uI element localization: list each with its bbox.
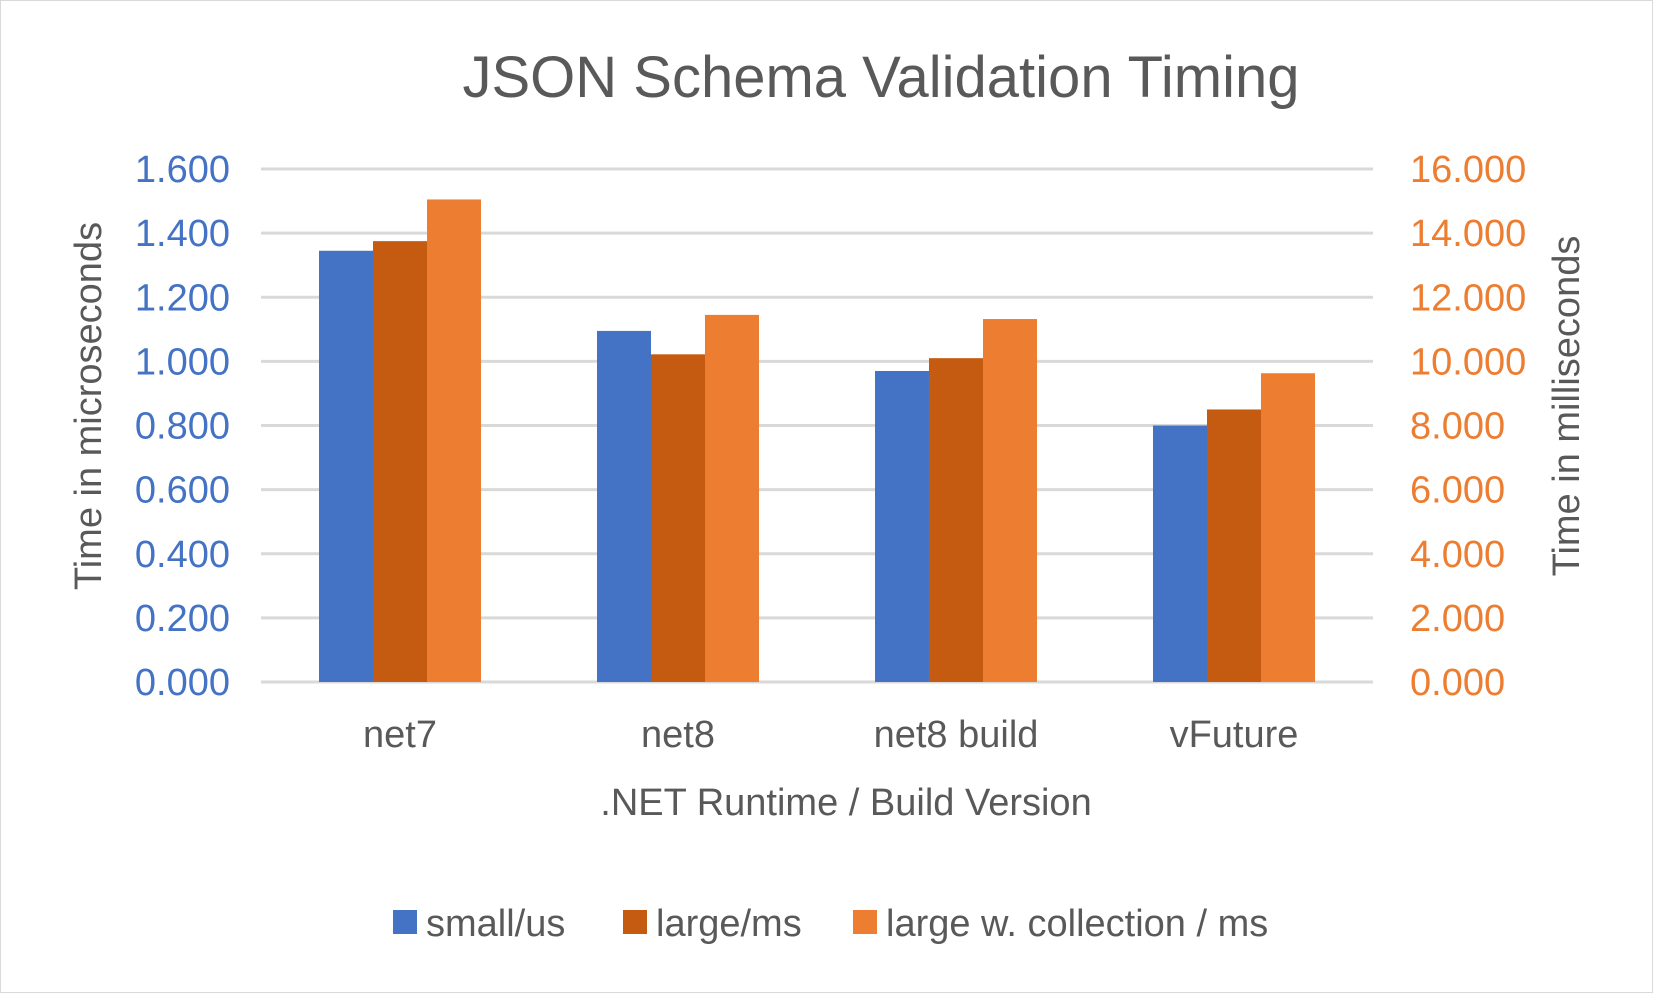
- category-labels: net7 net8 net8 build vFuture: [363, 714, 1298, 756]
- right-tick-label: 12.000: [1410, 277, 1526, 319]
- legend-swatch: [623, 910, 647, 934]
- bar-large-ms: [651, 354, 705, 682]
- bar-small-us: [319, 250, 373, 682]
- left-tick-label: 0.800: [135, 406, 230, 448]
- legend: small/us large/ms large w. collection / ms: [393, 903, 1268, 945]
- right-tick-label: 6.000: [1410, 470, 1505, 512]
- right-tick-label: 14.000: [1410, 213, 1526, 255]
- right-tick-label: 16.000: [1410, 149, 1526, 191]
- bar-large-ms: [929, 358, 983, 682]
- category-label: net8: [641, 714, 715, 756]
- chart-title: JSON Schema Validation Timing: [462, 45, 1299, 110]
- bar-large-w-collection-ms: [1261, 373, 1315, 682]
- legend-label: small/us: [426, 903, 565, 945]
- left-tick-label: 1.400: [135, 213, 230, 255]
- right-tick-label: 4.000: [1410, 534, 1505, 576]
- x-axis-title: .NET Runtime / Build Version: [600, 782, 1091, 824]
- bars: [319, 199, 1315, 682]
- legend-swatch: [393, 910, 417, 934]
- right-tick-label: 10.000: [1410, 341, 1526, 383]
- legend-label: large/ms: [656, 903, 802, 945]
- left-tick-label: 0.600: [135, 470, 230, 512]
- bar-large-w-collection-ms: [983, 319, 1037, 682]
- bar-small-us: [1153, 425, 1207, 682]
- right-tick-label: 8.000: [1410, 406, 1505, 448]
- bar-large-w-collection-ms: [705, 314, 759, 682]
- bar-large-ms: [373, 241, 427, 682]
- legend-swatch: [853, 910, 877, 934]
- bar-large-w-collection-ms: [427, 199, 481, 682]
- category-label: net7: [363, 714, 437, 756]
- left-tick-label: 1.600: [135, 149, 230, 191]
- legend-label: large w. collection / ms: [886, 903, 1268, 945]
- bar-small-us: [597, 330, 651, 682]
- right-tick-label: 2.000: [1410, 598, 1505, 640]
- bar-large-ms: [1207, 409, 1261, 682]
- left-tick-label: 0.400: [135, 534, 230, 576]
- left-tick-label: 0.200: [135, 598, 230, 640]
- left-tick-label: 0.000: [135, 662, 230, 704]
- left-tick-label: 1.200: [135, 277, 230, 319]
- category-label: vFuture: [1170, 714, 1299, 756]
- right-tick-label: 0.000: [1410, 662, 1505, 704]
- left-tick-label: 1.000: [135, 341, 230, 383]
- category-label: net8 build: [874, 714, 1039, 756]
- y-axis-title: Time in microseconds: [68, 222, 110, 590]
- right-axis-ticks: 0.000 2.000 4.000 6.000 8.000 10.000 12.000 14.…: [1410, 149, 1526, 704]
- y2-axis-title: Time in milliseconds: [1546, 236, 1588, 577]
- bar-small-us: [875, 370, 929, 682]
- left-axis-ticks: 0.000 0.200 0.400 0.600 0.800 1.000 1.200 1.400…: [135, 149, 230, 704]
